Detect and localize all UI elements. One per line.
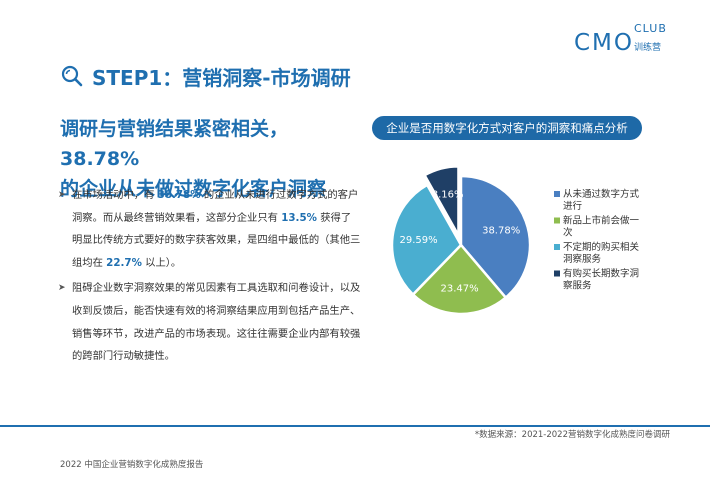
- pie-slice-label: 23.47%: [441, 283, 479, 294]
- logo-sub-text: 训练营: [634, 43, 662, 53]
- legend-swatch: [554, 217, 560, 224]
- legend-swatch: [554, 270, 560, 277]
- legend-label: 有购买长期数字洞: [563, 268, 639, 280]
- footer-report-name: 2022 中国企业营销数字化成熟度报告: [60, 460, 204, 470]
- bullet-item: ➤ 阻碍企业数字洞察效果的常见因素有工具选取和问卷设计，以及收到反馈后，能否快速有…: [56, 277, 361, 367]
- brand-logo: CMO CLUB 训练营: [572, 22, 682, 58]
- page-title: STEP1：营销洞察-市场调研: [92, 65, 351, 90]
- bullet-arrow-icon: ➤: [58, 190, 66, 200]
- legend-label: 察服务: [563, 280, 592, 292]
- pie-slice: [459, 174, 532, 300]
- headline: 调研与营销结果紧密相关，38.78% 的企业从未做过数字化客户洞察: [60, 114, 360, 204]
- pie-chart: 38.78% 23.47% 29.59% 8.16% 从未通过数字方式进行新品上市前会做…: [390, 165, 640, 316]
- bullet-list: ➤ 在市场活动中，有 38.78% 的企业从未进行过数字方式的客户洞察。而从最终营…: [56, 184, 361, 371]
- pie-slice-label: 29.59%: [400, 235, 438, 246]
- highlight-value: 38.78%: [157, 189, 201, 201]
- data-source-note: *数据来源：2021-2022营销数字化成熟度问卷调研: [474, 430, 670, 440]
- legend-label: 洞察服务: [563, 253, 602, 265]
- bullet-arrow-icon: ➤: [58, 283, 66, 294]
- logo-club-text: CLUB: [634, 22, 667, 35]
- search-icon: [61, 65, 83, 87]
- bullet-text: 的企业从未进行过数字方式的客户洞察。而从最终营销效果看，这部分企业只有: [72, 189, 359, 224]
- bullet-text: 获得了明显比传统方式要好的数字获客效果，是四组中最低的（其他三组均在: [72, 211, 361, 269]
- headline-line-1: 调研与营销结果紧密相关，38.78%: [60, 118, 289, 170]
- pie-slice: [390, 183, 463, 297]
- legend-label: 不定期的购买相关: [563, 241, 640, 253]
- legend-label: 进行: [563, 200, 583, 212]
- divider-line: [0, 425, 710, 427]
- bullet-text: 在市场活动中，有: [72, 189, 158, 201]
- pie-slice-label: 38.78%: [482, 226, 520, 237]
- highlight-value: 13.5%: [281, 211, 317, 224]
- pie-slice-label: 8.16%: [432, 189, 464, 200]
- step-heading: STEP1：营销洞察-市场调研: [60, 62, 351, 90]
- headline-line-2: 的企业从未做过数字化客户洞察: [60, 178, 327, 200]
- pie-slice: [422, 165, 460, 241]
- legend-label: 次: [563, 227, 573, 239]
- legend-label: 新品上市前会做一: [563, 215, 640, 227]
- chart-title: 企业是否用数字化方式对客户的洞察和痛点分析: [372, 116, 642, 140]
- bullet-text: 以上）。: [141, 256, 182, 269]
- legend-swatch: [554, 191, 560, 197]
- highlight-value: 22.7%: [106, 256, 142, 269]
- bullet-item: ➤ 在市场活动中，有 38.78% 的企业从未进行过数字方式的客户洞察。而从最终营…: [56, 184, 361, 274]
- bullet-text: 阻碍企业数字洞察效果的常见因素有工具选取和问卷设计，以及收到反馈后，能否快速有效…: [72, 282, 361, 363]
- legend-swatch: [554, 244, 560, 250]
- logo-main-text: CMO: [574, 30, 635, 56]
- pie-slice: [411, 243, 508, 316]
- legend-label: 从未通过数字方式: [563, 188, 640, 200]
